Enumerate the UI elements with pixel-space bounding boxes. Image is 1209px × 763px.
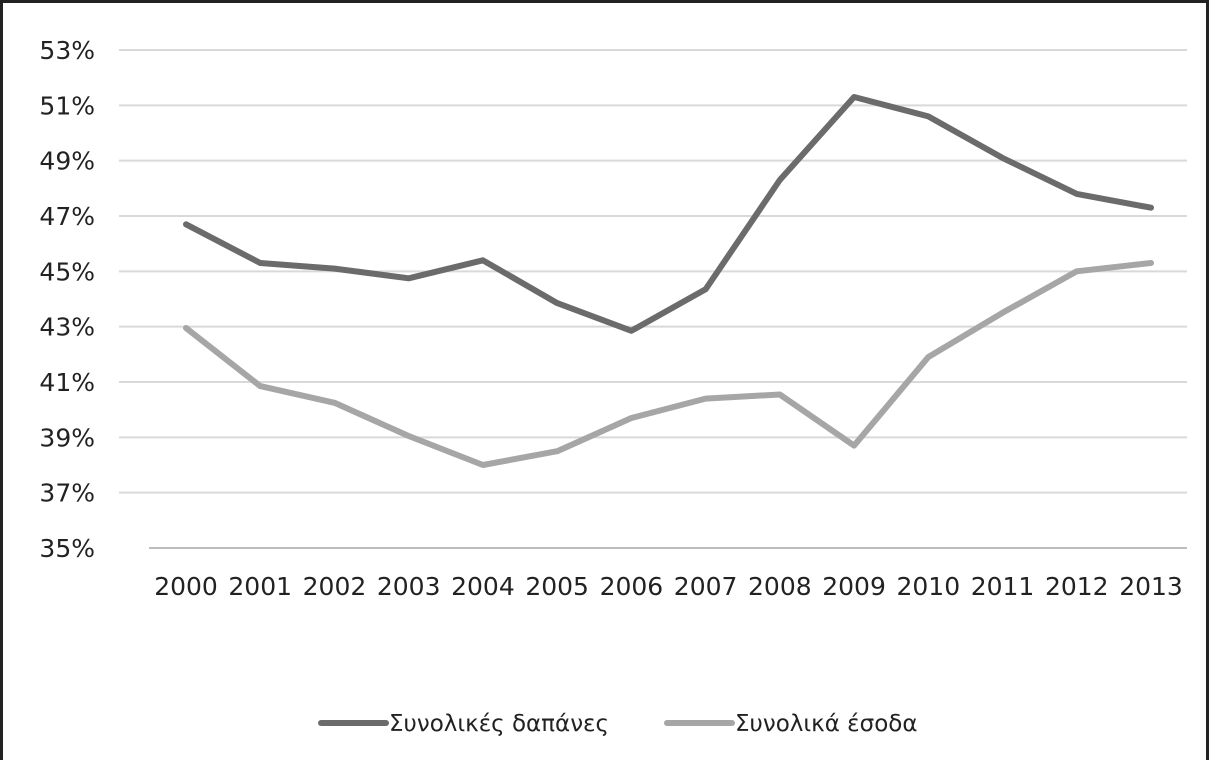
x-axis-tick-labels: 2000 2001 2002 2003 2004 2005 2006 2007 2008 2009… — [154, 572, 1183, 601]
x-tick-label: 2009 — [822, 572, 886, 601]
legend-item: Συνολικές δαπάνες — [318, 711, 609, 737]
x-tick-label: 2010 — [896, 572, 960, 601]
x-tick-label: 2001 — [228, 572, 292, 601]
series-lines — [183, 94, 1154, 468]
y-tick-label: 45% — [39, 257, 95, 286]
y-tick-label: 49% — [39, 147, 95, 176]
x-tick-label: 2013 — [1119, 572, 1183, 601]
series-line-1 — [183, 94, 1154, 334]
y-tick-label: 41% — [39, 368, 95, 397]
legend-item: Συνολικά έσοδα — [664, 711, 918, 737]
y-tick-label: 53% — [39, 36, 95, 65]
legend: Συνολικές δαπάνες Συνολικά έσοδα — [318, 711, 918, 737]
legend-label: Συνολικές δαπάνες — [389, 711, 609, 737]
legend-label: Συνολικά έσοδα — [735, 711, 918, 737]
y-tick-label: 47% — [39, 202, 95, 231]
y-tick-label: 37% — [39, 479, 95, 508]
y-tick-label: 35% — [39, 534, 95, 563]
x-tick-label: 2002 — [303, 572, 367, 601]
x-tick-label: 2005 — [525, 572, 589, 601]
y-tick-label: 51% — [39, 91, 95, 120]
x-tick-label: 2011 — [971, 572, 1035, 601]
x-tick-label: 2012 — [1045, 572, 1109, 601]
line-chart: 53%51%49%47%45%43%41%39%37%35% 2000 2001 2… — [39, 36, 1187, 737]
y-tick-label: 43% — [39, 313, 95, 342]
x-tick-label: 2004 — [451, 572, 515, 601]
x-tick-label: 2003 — [377, 572, 441, 601]
y-axis-tick-labels: 53% 51% 49% 47% 45% 43% 41% 39% 37% 35% — [39, 36, 95, 563]
x-tick-label: 2007 — [674, 572, 738, 601]
gridlines — [119, 49, 1187, 549]
x-tick-label: 2000 — [154, 572, 218, 601]
x-tick-label: 2006 — [600, 572, 664, 601]
x-tick-label: 2008 — [748, 572, 812, 601]
y-tick-label: 39% — [39, 423, 95, 452]
series-line-2 — [183, 260, 1154, 468]
